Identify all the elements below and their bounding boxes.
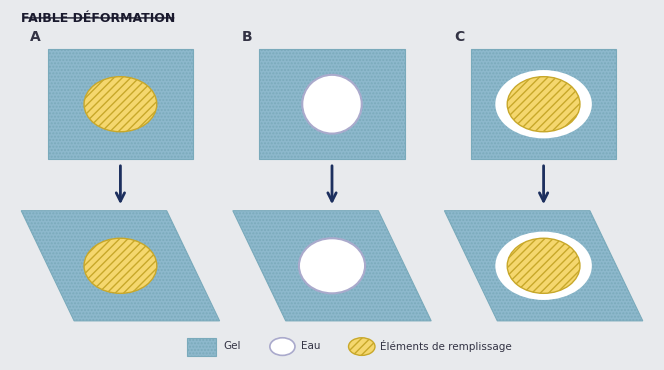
Polygon shape [444,211,643,321]
Ellipse shape [84,238,157,293]
Ellipse shape [302,75,362,134]
Text: FAIBLE DÉFORMATION: FAIBLE DÉFORMATION [21,13,175,26]
Text: Éléments de remplissage: Éléments de remplissage [380,340,512,352]
Ellipse shape [507,238,580,293]
Ellipse shape [349,338,375,356]
Polygon shape [21,211,220,321]
FancyBboxPatch shape [48,49,193,159]
FancyBboxPatch shape [259,49,405,159]
Ellipse shape [495,232,592,300]
Polygon shape [233,211,431,321]
Ellipse shape [270,338,295,356]
Ellipse shape [507,77,580,132]
Text: Eau: Eau [301,341,321,351]
Text: Gel: Gel [223,341,240,351]
Text: B: B [242,30,253,44]
Text: C: C [454,30,464,44]
Ellipse shape [84,77,157,132]
Text: A: A [31,30,41,44]
Ellipse shape [495,70,592,138]
FancyBboxPatch shape [471,49,616,159]
FancyBboxPatch shape [187,338,216,356]
Ellipse shape [299,238,365,293]
